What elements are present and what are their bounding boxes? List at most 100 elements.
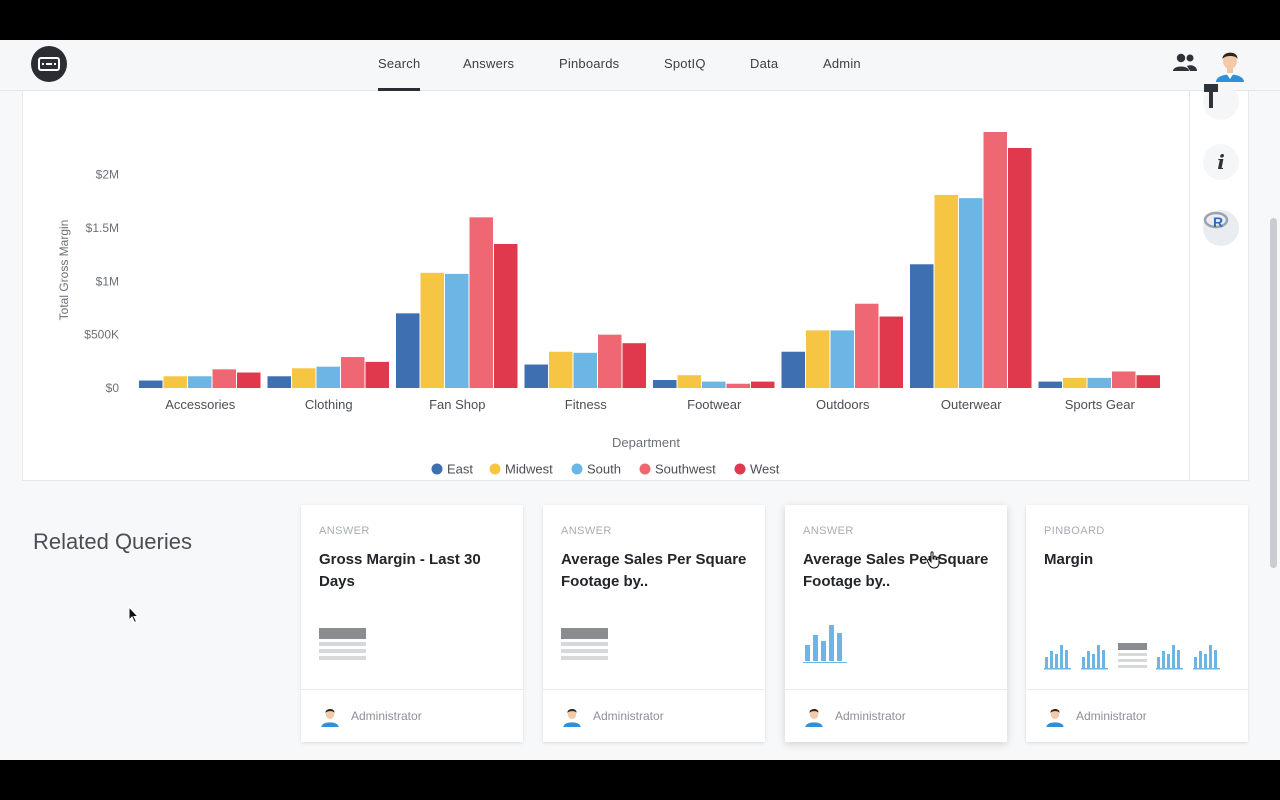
author-avatar (1046, 709, 1064, 727)
nav-admin[interactable]: Admin (823, 56, 861, 71)
bar-east-outdoors (781, 351, 805, 388)
bar-east-fitness (524, 364, 548, 388)
bar-south-outerwear (959, 198, 983, 388)
gross-margin-chart: $0 $500K $1M $1.5M $2M Total Gross Margin Acce… (57, 132, 1160, 477)
related-queries-title: Related Queries (33, 529, 192, 554)
bar-east-sports-gear (1038, 381, 1062, 388)
bar-west-accessories (237, 372, 261, 388)
bar-midwest-fitness (549, 351, 573, 388)
nav-answers[interactable]: Answers (463, 56, 515, 71)
x-tick-label: Outerwear (941, 397, 1002, 412)
bar-south-outdoors (830, 330, 854, 388)
bar-west-footwear (751, 381, 775, 388)
svg-text:R: R (1213, 214, 1223, 230)
bar-southwest-footwear (726, 383, 750, 388)
bar-south-sports-gear (1087, 377, 1111, 388)
top-nav: Search Answers Pinboards SpotIQ Data Adm… (0, 40, 1280, 91)
page-scrollbar[interactable] (1270, 218, 1277, 568)
card-type-label: ANSWER (319, 525, 370, 537)
table-icon (319, 628, 366, 660)
card-footer: Administrator (785, 689, 1007, 742)
bar-south-clothing (316, 366, 340, 388)
bar-east-accessories (139, 380, 163, 388)
bar-west-fan-shop (494, 244, 518, 388)
x-tick-label: Fitness (565, 397, 607, 412)
bar-south-accessories (188, 376, 212, 388)
logo-icon[interactable] (31, 46, 67, 82)
legend-swatch (734, 463, 746, 475)
y-tick-label: $1.5M (86, 221, 119, 235)
card-title[interactable]: Gross Margin - Last 30 Days (319, 551, 481, 590)
bar-midwest-fan-shop (420, 272, 444, 388)
author-avatar (321, 709, 339, 727)
y-tick-label: $0 (106, 381, 120, 395)
legend-entry: West (750, 462, 780, 477)
bar-west-sports-gear (1136, 375, 1160, 388)
bar-southwest-sports-gear (1112, 371, 1136, 388)
x-tick-label: Sports Gear (1065, 397, 1136, 412)
bar-east-fan-shop (396, 313, 420, 388)
bar-southwest-fitness (598, 334, 622, 388)
bar-southwest-outerwear (983, 132, 1007, 388)
bar-southwest-outdoors (855, 303, 879, 388)
x-tick-label: Clothing (305, 397, 353, 412)
nav-pinboards[interactable]: Pinboards (559, 56, 620, 71)
x-tick-label: Outdoors (816, 397, 870, 412)
card-author: Administrator (1076, 709, 1147, 723)
card-title[interactable]: Average Sales Per Square Footage by.. (803, 551, 989, 590)
bar-southwest-clothing (341, 357, 365, 388)
legend-entry: South (587, 462, 621, 477)
x-axis-title: Department (612, 435, 680, 450)
card-type-label: PINBOARD (1044, 525, 1105, 537)
info-icon[interactable]: i (1203, 144, 1239, 180)
bar-midwest-footwear (677, 375, 701, 388)
author-avatar (563, 709, 581, 727)
card-author: Administrator (835, 709, 906, 723)
bar-chart-icon (803, 625, 847, 663)
nav-data[interactable]: Data (750, 56, 779, 71)
bar-east-clothing (267, 376, 291, 388)
y-tick-label: $2M (96, 168, 119, 182)
table-icon (561, 628, 608, 660)
legend-entry: East (447, 462, 473, 477)
user-avatar[interactable] (1212, 46, 1248, 82)
bar-west-outerwear (1008, 148, 1032, 388)
main-navigation: Search Answers Pinboards SpotIQ Data Adm… (0, 40, 1280, 91)
bar-west-clothing (365, 361, 389, 388)
related-query-card[interactable]: PINBOARD Margin Administrator (1026, 505, 1248, 742)
legend-entry: Midwest (505, 462, 553, 477)
author-avatar (805, 709, 823, 727)
filter-icon[interactable] (1203, 84, 1239, 120)
app-window: Search Answers Pinboards SpotIQ Data Adm… (0, 40, 1280, 760)
y-tick-label: $1M (96, 274, 119, 288)
legend-swatch (489, 463, 501, 475)
bar-midwest-sports-gear (1063, 377, 1087, 388)
related-query-card[interactable]: ANSWER Gross Margin - Last 30 Days Admin… (301, 505, 523, 742)
nav-search[interactable]: Search (378, 56, 421, 91)
mouse-cursor-icon (128, 606, 140, 624)
bar-south-footwear (702, 381, 726, 388)
people-icon[interactable] (1171, 51, 1199, 75)
bar-midwest-clothing (292, 368, 316, 388)
y-axis-title: Total Gross Margin (57, 220, 71, 321)
x-tick-label: Accessories (165, 397, 236, 412)
card-title[interactable]: Average Sales Per Square Footage by.. (561, 551, 747, 590)
x-tick-label: Fan Shop (429, 397, 485, 412)
bar-south-fan-shop (445, 273, 469, 388)
bar-east-outerwear (910, 264, 934, 388)
related-query-card[interactable]: ANSWER Average Sales Per Square Footage … (543, 505, 765, 742)
pinboard-thumbnails-icon (1044, 643, 1220, 670)
bar-east-footwear (653, 380, 677, 388)
legend-swatch (571, 463, 583, 475)
r-analysis-icon[interactable]: R (1203, 210, 1239, 246)
card-type-label: ANSWER (561, 525, 612, 537)
card-title[interactable]: Margin (1044, 551, 1094, 568)
bar-west-outdoors (879, 316, 903, 388)
y-tick-label: $500K (84, 328, 119, 342)
related-query-card[interactable]: ANSWER Average Sales Per Square Footage … (785, 505, 1007, 742)
legend-swatch (639, 463, 651, 475)
nav-spotiq[interactable]: SpotIQ (664, 56, 706, 71)
bar-midwest-outerwear (934, 194, 958, 388)
hand-cursor-icon (926, 551, 940, 569)
legend-entry: Southwest (655, 462, 716, 477)
